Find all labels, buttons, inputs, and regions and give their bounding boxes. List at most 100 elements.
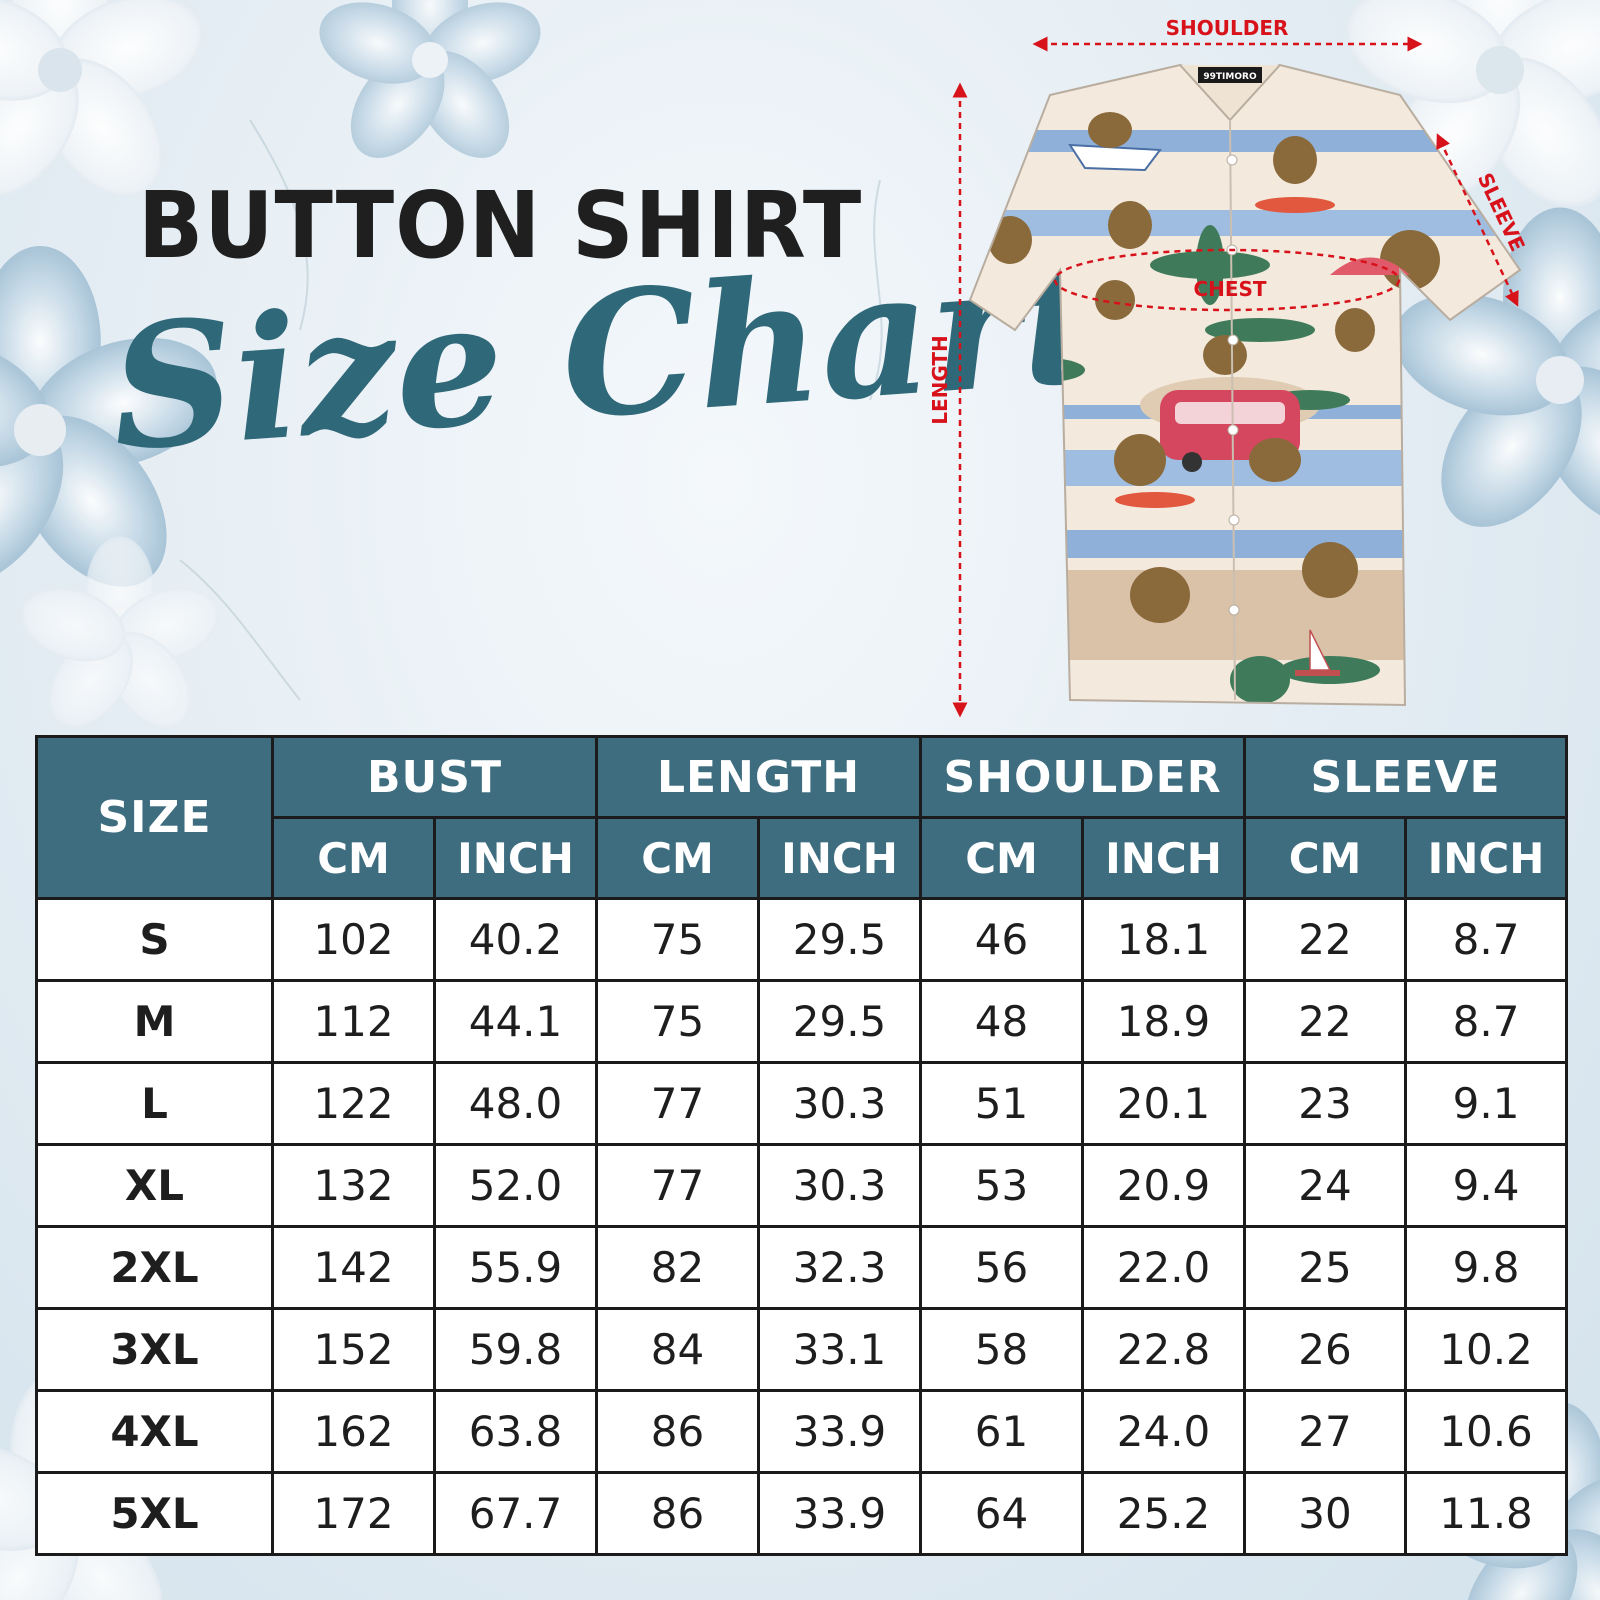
size-cell: 5XL <box>35 1471 274 1556</box>
page-title: BUTTON SHIRT <box>138 172 863 279</box>
sleeve-cm-cell: 30 <box>1243 1471 1408 1556</box>
bust-cm-cell: 162 <box>271 1389 436 1474</box>
length-inch-cell: 30.3 <box>756 1143 923 1228</box>
shoulder-column-header: SHOULDER <box>919 735 1247 819</box>
table-body: S 102 40.2 75 29.5 46 18.1 22 8.7 M 112 … <box>35 897 1569 1556</box>
table-row: M 112 44.1 75 29.5 48 18.9 22 8.7 <box>35 979 1569 1064</box>
bust-inch-cell: 59.8 <box>433 1307 598 1392</box>
bust-inch-cell: 67.7 <box>433 1471 598 1556</box>
shoulder-cm-cell: 48 <box>919 979 1085 1064</box>
bust-cm-cell: 172 <box>271 1471 436 1556</box>
length-inch-cell: 30.3 <box>756 1061 923 1146</box>
size-column-header: SIZE <box>35 735 274 900</box>
table-row: 5XL 172 67.7 86 33.9 64 25.2 30 11.8 <box>35 1471 1569 1556</box>
length-label: LENGTH <box>930 335 952 425</box>
length-inch-cell: 32.3 <box>756 1225 923 1310</box>
sleeve-cm-cell: 27 <box>1243 1389 1408 1474</box>
bust-inch-cell: 48.0 <box>433 1061 598 1146</box>
bust-column-header: BUST <box>271 735 598 819</box>
shoulder-inch-cell: 20.1 <box>1081 1061 1247 1146</box>
bust-cm-cell: 152 <box>271 1307 436 1392</box>
length-inch-cell: 29.5 <box>756 897 923 982</box>
sleeve-cm-cell: 24 <box>1243 1143 1408 1228</box>
bust-inch-cell: 63.8 <box>433 1389 598 1474</box>
sleeve-cm-header: CM <box>1243 816 1408 900</box>
table-row: L 122 48.0 77 30.3 51 20.1 23 9.1 <box>35 1061 1569 1146</box>
sleeve-inch-cell: 11.8 <box>1404 1471 1569 1556</box>
shoulder-cm-header: CM <box>919 816 1085 900</box>
flower-right-mid <box>1378 207 1600 554</box>
bust-inch-cell: 55.9 <box>433 1225 598 1310</box>
shoulder-inch-cell: 18.1 <box>1081 897 1247 982</box>
sleeve-cm-cell: 25 <box>1243 1225 1408 1310</box>
sleeve-inch-cell: 10.6 <box>1404 1389 1569 1474</box>
table-header-units: CM INCH CM INCH CM INCH CM INCH <box>37 816 1569 900</box>
bust-cm-cell: 122 <box>271 1061 436 1146</box>
shoulder-inch-cell: 22.8 <box>1081 1307 1247 1392</box>
length-cm-cell: 86 <box>595 1471 760 1556</box>
length-cm-cell: 77 <box>595 1143 760 1228</box>
table-row: S 102 40.2 75 29.5 46 18.1 22 8.7 <box>35 897 1569 982</box>
sleeve-inch-cell: 8.7 <box>1404 897 1569 982</box>
length-cm-header: CM <box>595 816 760 900</box>
shoulder-inch-header: INCH <box>1081 816 1247 900</box>
length-cm-cell: 77 <box>595 1061 760 1146</box>
table-header-groups: SIZE BUST LENGTH SHOULDER SLEEVE <box>35 735 1569 900</box>
length-cm-cell: 82 <box>595 1225 760 1310</box>
shoulder-inch-cell: 22.0 <box>1081 1225 1247 1310</box>
shirt-measurement-diagram: 99TIMORO SHOULDER SLEEVE CHEST LENGTH <box>930 16 1530 718</box>
chest-ellipse <box>1053 248 1401 312</box>
length-inch-cell: 33.9 <box>756 1389 923 1474</box>
size-cell: M <box>35 979 274 1064</box>
length-cm-cell: 84 <box>595 1307 760 1392</box>
length-column-header: LENGTH <box>594 735 923 819</box>
size-cell: 4XL <box>35 1389 274 1474</box>
stems <box>179 119 883 701</box>
shoulder-label: SHOULDER <box>1166 16 1289 40</box>
length-inch-cell: 29.5 <box>756 979 923 1064</box>
table-row: XL 132 52.0 77 30.3 53 20.9 24 9.4 <box>35 1143 1569 1228</box>
bust-inch-cell: 40.2 <box>433 897 598 982</box>
length-cm-cell: 86 <box>595 1389 760 1474</box>
shoulder-inch-cell: 20.9 <box>1081 1143 1247 1228</box>
size-cell: XL <box>35 1143 274 1228</box>
brand-tag <box>1198 67 1262 83</box>
table-row: 4XL 162 63.8 86 33.9 61 24.0 27 10.6 <box>35 1389 1569 1474</box>
sleeve-column-header: SLEEVE <box>1243 735 1569 819</box>
sleeve-cm-cell: 22 <box>1243 979 1408 1064</box>
sleeve-inch-cell: 10.2 <box>1404 1307 1569 1392</box>
sleeve-cm-cell: 22 <box>1243 897 1408 982</box>
shoulder-inch-cell: 24.0 <box>1081 1389 1247 1474</box>
bust-inch-cell: 44.1 <box>433 979 598 1064</box>
bust-cm-cell: 112 <box>271 979 436 1064</box>
shoulder-cm-cell: 58 <box>919 1307 1085 1392</box>
flower-left-mid <box>0 246 234 615</box>
size-cell: 3XL <box>35 1307 274 1392</box>
shoulder-cm-cell: 56 <box>919 1225 1085 1310</box>
sleeve-inch-cell: 8.7 <box>1404 979 1569 1064</box>
bust-cm-header: CM <box>271 816 436 900</box>
sleeve-inch-cell: 9.1 <box>1404 1061 1569 1146</box>
chest-label: CHEST <box>1193 277 1266 301</box>
size-cell: S <box>35 897 274 982</box>
size-chart-table: SIZE BUST LENGTH SHOULDER SLEEVE CM INCH… <box>35 735 1569 1556</box>
flower-top-right <box>1330 0 1600 232</box>
bust-cm-cell: 132 <box>271 1143 436 1228</box>
table-row: 2XL 142 55.9 82 32.3 56 22.0 25 9.8 <box>35 1225 1569 1310</box>
bust-inch-cell: 52.0 <box>433 1143 598 1228</box>
flower-left-low <box>10 536 230 744</box>
shoulder-inch-cell: 18.9 <box>1081 979 1247 1064</box>
length-cm-cell: 75 <box>595 979 760 1064</box>
shoulder-inch-cell: 25.2 <box>1081 1471 1247 1556</box>
brand-tag-text: 99TIMORO <box>1203 72 1257 82</box>
shoulder-cm-cell: 51 <box>919 1061 1085 1146</box>
flower-top-left <box>0 0 218 220</box>
sleeve-inch-cell: 9.4 <box>1404 1143 1569 1228</box>
size-cell: 2XL <box>35 1225 274 1310</box>
length-inch-cell: 33.1 <box>756 1307 923 1392</box>
shoulder-cm-cell: 61 <box>919 1389 1085 1474</box>
flower-top-center <box>308 0 552 176</box>
bust-inch-header: INCH <box>433 816 598 900</box>
sleeve-arrow <box>1436 133 1519 307</box>
